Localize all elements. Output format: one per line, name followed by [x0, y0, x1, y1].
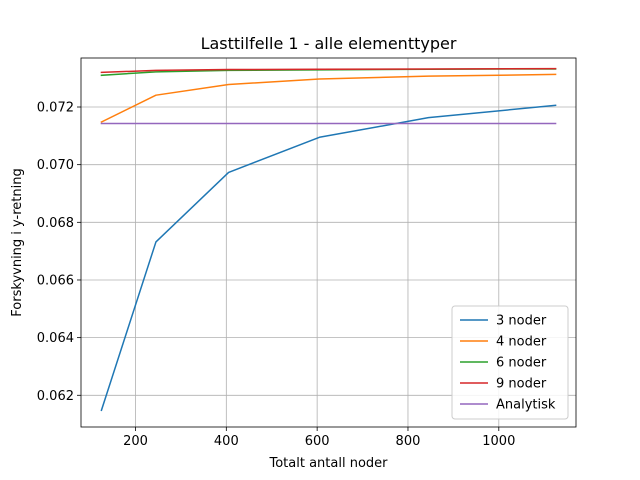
legend-entry-label: 4 noder: [496, 335, 547, 350]
x-axis-label: Totalt antall noder: [268, 456, 388, 471]
y-tick-label: 0.070: [37, 158, 74, 173]
y-axis-label: Forskyvning i y-retning: [10, 168, 25, 316]
grid: [81, 58, 576, 427]
plot-frame: [80, 57, 577, 428]
x-tick-label: 1000: [482, 434, 515, 449]
legend-box: [451, 305, 569, 420]
legend-entry-label: 6 noder: [496, 356, 547, 371]
chart-title: Lasttilfelle 1 - alle elementtyper: [201, 34, 457, 53]
legend-entry-label: Analytisk: [496, 398, 556, 413]
series-line-9-noder: [100, 67, 557, 74]
x-tick-label: 800: [396, 434, 421, 449]
series-line-4-noder: [100, 73, 557, 124]
x-tick-label: 400: [214, 434, 239, 449]
axis-ticks: 200 400 600 800 1000 0.062 0.064 0.066 0.068 0.07…: [37, 101, 516, 449]
y-tick-label: 0.072: [37, 101, 74, 116]
y-tick-label: 0.068: [37, 216, 74, 231]
legend: 3 noder 4 noder 6 noder 9 noder Analytisk: [451, 305, 569, 420]
x-tick-label: 600: [305, 434, 330, 449]
y-tick-label: 0.066: [37, 273, 74, 288]
y-tick-label: 0.062: [37, 389, 74, 404]
x-tick-label: 200: [123, 434, 148, 449]
series-lines: [100, 67, 557, 412]
y-tick-label: 0.064: [37, 331, 74, 346]
series-line-3-noder: [100, 104, 557, 412]
legend-entry-label: 9 noder: [496, 377, 547, 392]
legend-entry-label: 3 noder: [496, 314, 547, 329]
